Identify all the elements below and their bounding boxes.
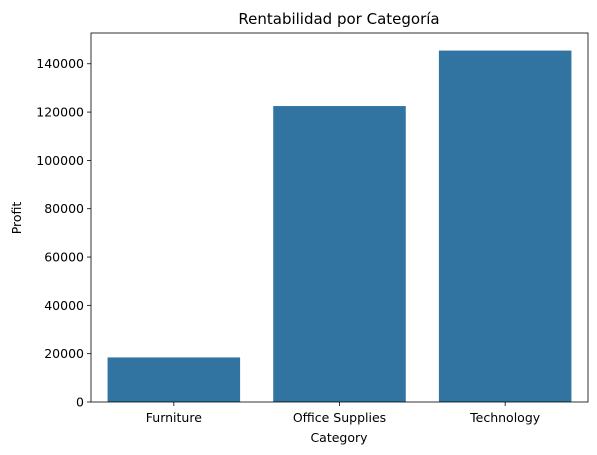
y-tick-label: 40000	[44, 298, 84, 313]
x-axis-label: Category	[310, 430, 368, 445]
bar-technology	[439, 51, 572, 402]
x-tick-label: Technology	[469, 410, 541, 425]
y-tick-label: 140000	[36, 56, 84, 71]
y-tick-label: 120000	[36, 105, 84, 120]
y-tick-label: 100000	[36, 153, 84, 168]
x-tick-label: Office Supplies	[293, 410, 386, 425]
chart-title: Rentabilidad por Categoría	[238, 10, 439, 28]
y-tick-label: 80000	[44, 201, 84, 216]
y-axis-label: Profit	[9, 202, 24, 235]
x-tick-label: Furniture	[146, 410, 202, 425]
y-tick-label: 60000	[44, 250, 84, 265]
bar-furniture	[108, 357, 241, 402]
y-tick-label: 20000	[44, 346, 84, 361]
bar-office-supplies	[273, 106, 406, 402]
y-tick-label: 0	[76, 395, 84, 410]
